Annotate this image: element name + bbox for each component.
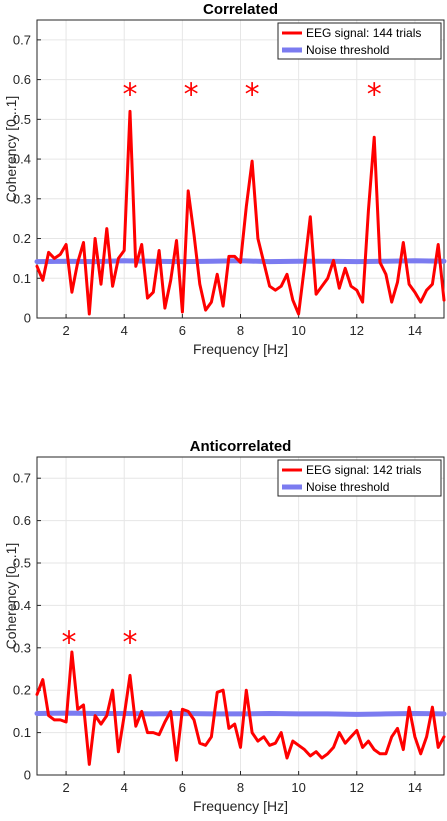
legend-label-noise: Noise threshold [306,480,389,494]
eeg-signal-line [35,109,446,316]
y-tick-label: 0.1 [13,271,31,286]
significance-asterisk: * [367,78,382,113]
x-tick-label: 14 [408,780,422,795]
significance-asterisk: * [61,625,76,660]
y-tick-label: 0.6 [13,513,31,528]
y-tick-label: 0.7 [13,32,31,47]
chart-title: Correlated [203,1,278,18]
x-tick-label: 12 [350,323,364,338]
legend-label-signal: EEG signal: 142 trials [306,463,421,477]
gridlines [37,457,444,776]
significance-asterisk: * [123,625,138,660]
legend: EEG signal: 142 trials Noise threshold [277,459,442,497]
noise-threshold-line [34,710,447,717]
y-tick-label: 0.2 [13,231,31,246]
y-tick-label: 0.1 [13,725,31,740]
y-tick-label: 0.6 [13,72,31,87]
y-tick-label: 0.2 [13,683,31,698]
x-tick-label: 10 [291,323,305,338]
significance-markers: * * [61,625,137,660]
legend-box [277,459,442,497]
panel-anticorrelated: Anticorrelated 2 4 6 8 10 12 14 00.10.20.30.40… [3,438,447,814]
x-tick-label: 4 [121,780,128,795]
y-axis-label: Coherency [0...1] [3,96,19,203]
significance-asterisk: * [123,78,138,113]
y-axis-label: Coherency [0...1] [3,543,19,650]
x-tick-label: 2 [62,323,69,338]
x-tick-label: 8 [237,780,244,795]
y-tick-label: 0.3 [13,640,31,655]
x-axis-label: Frequency [Hz] [193,341,288,357]
legend-label-noise: Noise threshold [306,43,389,57]
significance-asterisk: * [184,78,199,113]
y-tick-label: 0.4 [13,598,31,613]
x-tick-label: 10 [291,780,305,795]
x-axis-label: Frequency [Hz] [193,798,288,814]
x-tick-label: 14 [408,323,422,338]
panel-correlated: Correlated 2 4 6 8 10 12 14 0 0.1 0.2 0.3 0.4 0.5 0.… [3,1,447,357]
y-axis-ticks: 0 0.1 0.2 0.3 0.4 0.5 0.6 0.7 [13,471,41,783]
legend: EEG signal: 144 trials Noise threshold [277,22,442,60]
x-axis-ticks: 2 4 6 8 10 12 14 [62,314,422,338]
legend-box [277,22,442,60]
x-tick-label: 12 [350,780,364,795]
y-axis-ticks: 0 0.1 0.2 0.3 0.4 0.5 0.6 0.7 [13,32,41,326]
gridlines [37,20,444,319]
plot-area [34,650,447,766]
y-tick-label: 0.3 [13,191,31,206]
legend-label-signal: EEG signal: 144 trials [306,26,421,40]
significance-asterisk: * [245,78,260,113]
y-tick-label: 0.5 [13,556,31,571]
eeg-signal-line [35,650,446,766]
y-tick-label: 0.7 [13,471,31,486]
x-tick-label: 4 [121,323,128,338]
x-tick-label: 8 [237,323,244,338]
x-tick-label: 6 [179,780,186,795]
x-tick-label: 2 [62,780,69,795]
x-axis-ticks: 2 4 6 8 10 12 14 [62,771,422,795]
y-tick-label: 0.4 [13,152,31,167]
significance-markers: * * * * [123,78,382,113]
plot-area [34,109,447,316]
x-tick-label: 6 [179,323,186,338]
chart-title: Anticorrelated [190,438,292,455]
y-tick-label: 0 [24,768,31,783]
y-tick-label: 0.5 [13,112,31,127]
y-tick-label: 0 [24,311,31,326]
